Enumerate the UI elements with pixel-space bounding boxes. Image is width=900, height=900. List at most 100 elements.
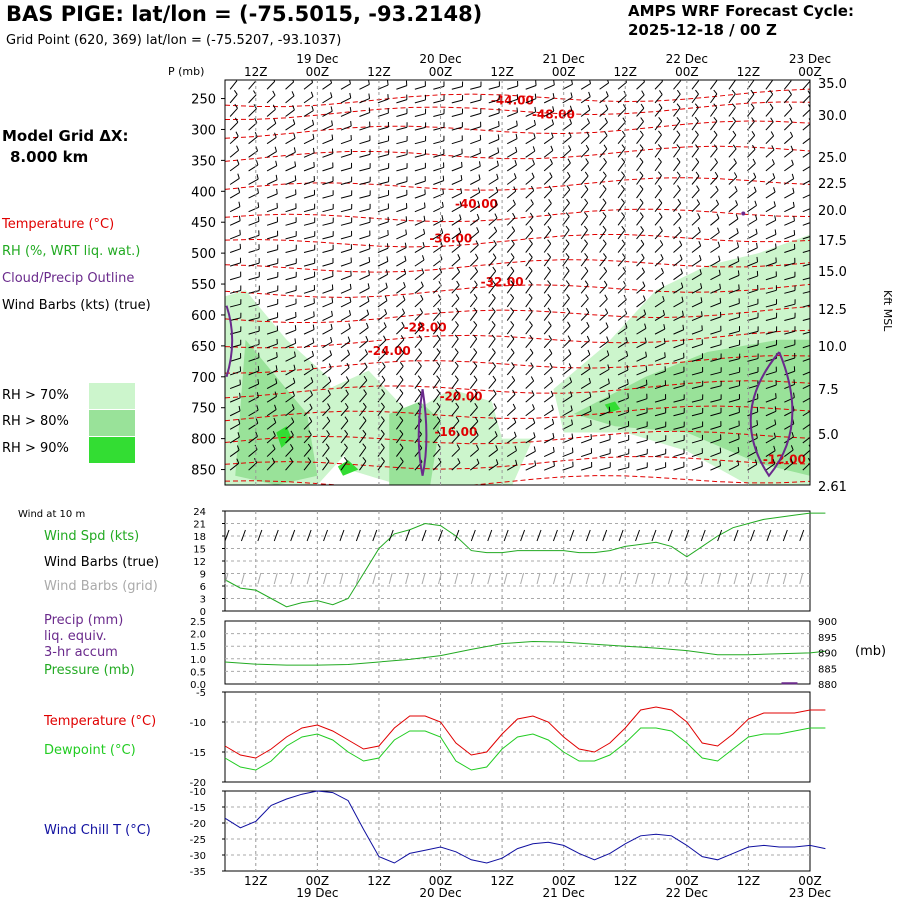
wind-barb <box>673 394 685 403</box>
temperature-contour-line <box>225 306 810 324</box>
wind-barb <box>266 104 276 117</box>
wind-barb <box>654 435 667 444</box>
xs-right-tick: 35.0 <box>818 77 847 92</box>
wind-barb <box>673 366 685 376</box>
wind-barb <box>747 242 758 253</box>
wind-barb <box>543 198 552 213</box>
wind-barb <box>451 161 463 172</box>
wind-barb <box>728 214 739 226</box>
wind-barb <box>710 80 718 90</box>
wind-barb <box>266 444 276 457</box>
wind-barb <box>728 228 739 240</box>
wind-barb <box>266 160 278 172</box>
wind-barb <box>488 445 499 457</box>
wind-barb <box>691 461 703 471</box>
wind-barb <box>377 256 389 267</box>
wind-barb <box>784 299 796 308</box>
wind-barb <box>728 394 740 403</box>
surface-wind-barb <box>323 529 328 542</box>
wind-barb <box>599 280 608 294</box>
wind-barb <box>506 431 517 444</box>
wind-barb <box>395 402 404 417</box>
bottom-hour-label: 12Z <box>737 874 761 888</box>
wind-barb <box>747 326 759 335</box>
wind-barb <box>525 390 535 403</box>
surface-wind-barb-grid <box>552 572 557 585</box>
wind-barb <box>710 255 721 267</box>
wind-barb <box>543 390 554 403</box>
pressure-ytick: 890 <box>818 649 837 660</box>
wind-barb <box>728 270 740 281</box>
wind-barb <box>506 417 517 430</box>
wind-barb <box>340 310 352 321</box>
wind-barb <box>543 266 551 281</box>
top-date-label: 21 Dec <box>543 52 585 66</box>
wind-barb <box>691 339 703 349</box>
wind-barb <box>580 448 593 458</box>
wind-barb <box>562 405 573 417</box>
wind-barb <box>654 462 667 471</box>
wind-barb <box>377 295 388 308</box>
wind-barb <box>506 173 517 185</box>
wind-barb <box>470 121 482 131</box>
wind-barb <box>617 280 627 294</box>
wind-barb <box>765 117 774 131</box>
xs-ytick: 300 <box>191 123 216 138</box>
wind-barb <box>525 266 533 281</box>
wind-barb <box>747 270 759 281</box>
frame-xs <box>224 79 811 486</box>
wind-barb <box>506 159 517 172</box>
temperature-contour-line <box>225 101 810 120</box>
wind-barb <box>525 212 534 226</box>
surface-wind-barb <box>224 529 230 542</box>
wind-barb <box>229 271 242 281</box>
wind-barb <box>340 376 350 389</box>
xs-ytick: 650 <box>191 340 216 355</box>
wind-barb <box>359 362 368 376</box>
wind-barb <box>562 419 573 430</box>
wind-barb <box>673 212 682 226</box>
wind-barb <box>340 80 351 90</box>
wind-barb <box>229 131 239 145</box>
wind-barb <box>691 394 704 403</box>
wind-barb <box>710 367 722 376</box>
wind-barb <box>580 253 589 267</box>
surface-wind-barb-grid <box>700 572 705 585</box>
chill-ytick: -25 <box>190 835 206 846</box>
surface-wind-barb-grid <box>224 572 229 585</box>
wind-barb <box>765 458 776 471</box>
wind-barb <box>340 135 352 145</box>
wind-barb <box>525 106 537 117</box>
wind-barb <box>451 188 463 199</box>
surface-wind-barb-grid <box>749 572 754 585</box>
wind-barb <box>617 267 626 281</box>
wind-barb <box>229 173 240 185</box>
wind-barb <box>303 311 315 321</box>
wind-barb <box>359 135 371 145</box>
top-hour-label: 12Z <box>490 65 514 79</box>
wind-barb <box>377 203 389 213</box>
wind-barb <box>691 80 700 90</box>
wind-barb <box>377 94 389 104</box>
label-dewpoint: Dewpoint (°C) <box>44 743 136 758</box>
wind-barb <box>322 134 334 145</box>
temperature-contour-line <box>225 329 810 349</box>
surface-wind-barb <box>618 529 624 542</box>
wind-barb <box>728 242 740 253</box>
wind-barb <box>747 284 759 294</box>
wind-barb <box>691 325 703 335</box>
wind-barb <box>488 81 500 90</box>
top-date-label: 20 Dec <box>419 52 461 66</box>
wind-barb <box>469 403 478 417</box>
wind-barb <box>248 188 259 199</box>
wind-barb <box>691 185 700 199</box>
wind-barb <box>396 108 408 117</box>
wind-barb <box>617 212 625 226</box>
wind-barb <box>340 92 352 104</box>
surface-wind-barb <box>667 529 673 542</box>
wind-barb <box>562 239 570 253</box>
wind-barb <box>562 307 571 321</box>
surface-wind-barb-grid <box>618 572 623 585</box>
wind-barb <box>377 163 390 172</box>
wind-barb <box>506 389 516 403</box>
